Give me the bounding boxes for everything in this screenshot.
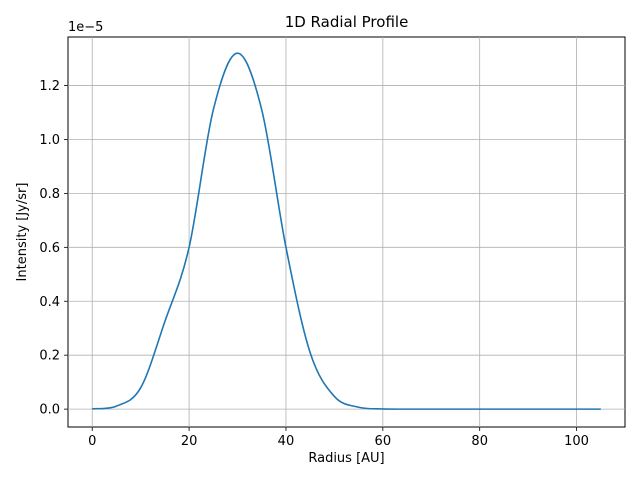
y-tick-label: 1.2 — [39, 79, 60, 94]
grid — [68, 37, 625, 427]
y-tick-label: 0.4 — [39, 295, 60, 310]
x-tick-label: 100 — [564, 434, 589, 449]
plot-area — [67, 36, 626, 428]
x-tick-label: 20 — [181, 434, 198, 449]
x-tick-label: 40 — [278, 434, 295, 449]
y-tick-label: 1.0 — [39, 133, 60, 148]
y-tick-label: 0.8 — [39, 187, 60, 202]
x-axis-label: Radius [AU] — [308, 451, 384, 466]
series-layer — [92, 52, 601, 410]
x-tick-label: 60 — [375, 434, 392, 449]
y-axis-offset-label: 1e−5 — [68, 20, 103, 35]
y-tick-label: 0.2 — [39, 349, 60, 364]
y-tick-label: 0.0 — [39, 403, 60, 418]
x-axis: 0 20 40 60 80 100 — [88, 427, 589, 449]
y-axis-label: Intensity [Jy/sr] — [15, 183, 30, 282]
y-tick-label: 0.6 — [39, 241, 60, 256]
series-line — [92, 52, 601, 410]
x-tick-label: 0 — [88, 434, 96, 449]
x-tick-label: 80 — [471, 434, 488, 449]
y-axis: 0.0 0.2 0.4 0.6 0.8 1.0 1.2 — [39, 79, 68, 418]
chart-title: 1D Radial Profile — [285, 13, 409, 31]
